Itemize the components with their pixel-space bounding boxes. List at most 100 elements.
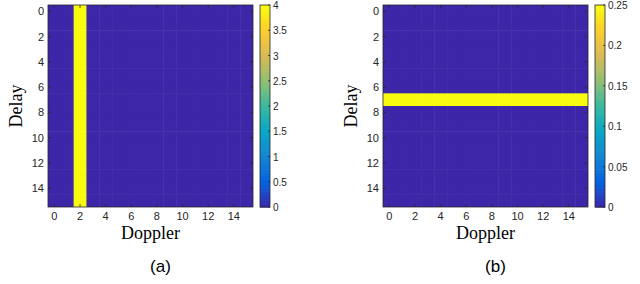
x-tick [233, 5, 234, 8]
cell [421, 157, 434, 170]
cell [460, 18, 473, 31]
cell [189, 119, 202, 132]
cell [99, 182, 112, 195]
cell [434, 182, 447, 195]
cell [562, 81, 575, 94]
cell [189, 93, 202, 106]
cell [61, 30, 74, 43]
x-tick [131, 5, 132, 8]
cell [215, 157, 228, 170]
cell [575, 169, 588, 182]
x-tick [233, 204, 234, 207]
x-tick [54, 5, 55, 8]
cell [176, 194, 189, 207]
cell [125, 182, 138, 195]
cell [396, 182, 409, 195]
cell [112, 169, 125, 182]
cell [396, 43, 409, 56]
x-tick [415, 204, 416, 207]
cell [189, 194, 202, 207]
cell [61, 119, 74, 132]
cell [550, 56, 563, 69]
x-tick-label: 6 [463, 210, 469, 222]
cell [151, 68, 164, 81]
cell [396, 68, 409, 81]
colorbar-tick [603, 207, 605, 208]
cell [460, 56, 473, 69]
cell [163, 157, 176, 170]
cell [202, 81, 215, 94]
cell [99, 5, 112, 18]
colorbar-tick-label: 1 [273, 152, 279, 163]
cell [421, 43, 434, 56]
cell [498, 43, 511, 56]
colorbar-tick-label: 0.5 [273, 177, 287, 188]
cell [176, 5, 189, 18]
cell [511, 43, 524, 56]
cell [396, 194, 409, 207]
cell [498, 81, 511, 94]
cell [447, 144, 460, 157]
cell [409, 194, 422, 207]
cell [176, 43, 189, 56]
x-tick [466, 204, 467, 207]
cell [99, 144, 112, 157]
cell [383, 68, 396, 81]
cell [138, 30, 151, 43]
cell [447, 157, 460, 170]
cell [434, 43, 447, 56]
cell [138, 194, 151, 207]
cell [61, 93, 74, 106]
cell [383, 81, 396, 94]
y-tick-label: 14 [367, 182, 379, 194]
cell [202, 182, 215, 195]
cell [176, 18, 189, 31]
cell [447, 169, 460, 182]
panel-label: (b) [485, 257, 506, 276]
cell [61, 68, 74, 81]
cell [511, 18, 524, 31]
cell [215, 56, 228, 69]
cell [537, 157, 550, 170]
cell [227, 194, 240, 207]
cell [227, 30, 240, 43]
cell [48, 119, 61, 132]
cell [486, 182, 499, 195]
cell [524, 119, 537, 132]
cell [524, 93, 537, 106]
cell [575, 5, 588, 18]
cell [151, 30, 164, 43]
cell [227, 43, 240, 56]
x-tick [156, 204, 157, 207]
cell [138, 56, 151, 69]
cell [112, 119, 125, 132]
y-tick [383, 112, 386, 113]
cell [240, 93, 253, 106]
cell [524, 169, 537, 182]
cell [74, 119, 87, 132]
cell [562, 169, 575, 182]
cell [74, 81, 87, 94]
cell [434, 131, 447, 144]
y-tick [48, 188, 51, 189]
colorbar-tick-label: 3.5 [273, 25, 287, 36]
cell [202, 157, 215, 170]
cell [473, 157, 486, 170]
cell [473, 56, 486, 69]
cell [498, 182, 511, 195]
cell [473, 93, 486, 106]
y-tick-label: 6 [373, 81, 379, 93]
cell [138, 182, 151, 195]
cell [498, 194, 511, 207]
x-tick-label: 4 [103, 210, 109, 222]
cell [227, 68, 240, 81]
x-tick [182, 5, 183, 8]
cell [383, 18, 396, 31]
cell [86, 68, 99, 81]
cell [112, 157, 125, 170]
colorbar-tick-label: 0.25 [608, 0, 628, 11]
cell [48, 18, 61, 31]
cell [112, 5, 125, 18]
x-tick [80, 204, 81, 207]
cell [562, 56, 575, 69]
